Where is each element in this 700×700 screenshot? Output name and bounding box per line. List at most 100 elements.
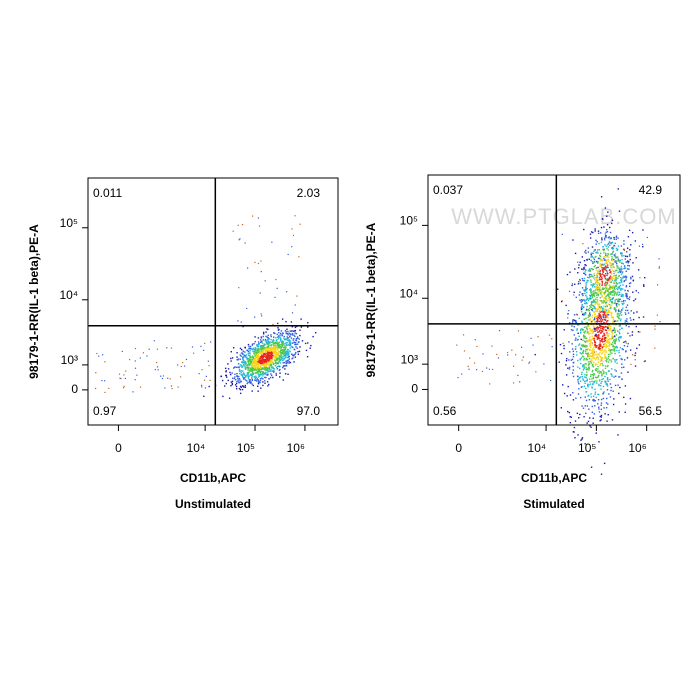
event-dot: [250, 360, 252, 362]
event-dot: [601, 237, 603, 239]
event-dot: [569, 422, 572, 424]
event-dot: [628, 298, 631, 301]
event-dot: [286, 350, 289, 353]
event-dot: [606, 274, 608, 277]
event-dot: [566, 357, 568, 360]
event-dot: [628, 296, 631, 298]
event-dot: [580, 348, 582, 351]
event-dot: [601, 346, 604, 349]
event-dot: [589, 425, 591, 427]
event-dot: [624, 266, 626, 268]
event-dot: [601, 281, 604, 283]
event-dot: [599, 314, 601, 317]
event-dot: [580, 331, 582, 334]
event-dot: [461, 373, 463, 375]
event-dot: [280, 337, 282, 340]
event-dot: [605, 344, 607, 346]
event-dot: [639, 331, 641, 333]
event-dot: [118, 373, 121, 375]
event-dot: [582, 349, 585, 352]
event-dot: [248, 359, 251, 361]
event-dot: [615, 279, 617, 281]
event-dot: [295, 332, 298, 335]
event-dot: [589, 306, 592, 308]
y-tick-label: 10³: [401, 352, 418, 366]
event-dot: [608, 276, 611, 279]
event-dot: [595, 278, 597, 280]
event-dot: [604, 275, 606, 277]
event-dot: [585, 294, 587, 297]
event-dot: [276, 358, 279, 360]
event-dot: [603, 276, 606, 278]
event-dot: [262, 357, 264, 360]
event-dot: [615, 294, 618, 296]
event-dot: [586, 332, 589, 334]
event-dot: [618, 304, 620, 306]
event-dot: [287, 359, 289, 361]
event-dot: [600, 416, 603, 418]
event-dot: [607, 266, 609, 269]
event-dot: [550, 379, 552, 382]
event-dot: [233, 377, 236, 380]
event-dot: [290, 337, 293, 339]
event-dot: [585, 366, 587, 369]
event-dot: [279, 355, 281, 357]
event-dot: [200, 345, 202, 347]
event-dot: [251, 376, 253, 378]
event-dot: [620, 273, 623, 276]
event-dot: [610, 292, 612, 295]
event-dot: [625, 320, 627, 322]
event-dot: [267, 339, 269, 341]
event-dot: [622, 299, 625, 302]
event-dot: [604, 254, 607, 256]
event-dot: [615, 276, 617, 279]
event-dot: [610, 316, 613, 319]
event-dot: [591, 301, 593, 304]
event-dot: [248, 360, 250, 363]
event-dot: [608, 303, 610, 305]
event-dot: [596, 275, 599, 277]
event-dot: [607, 357, 609, 359]
event-dot: [260, 336, 263, 338]
event-dot: [257, 368, 259, 370]
event-dot: [615, 338, 617, 340]
event-dot: [595, 333, 597, 336]
event-dot: [591, 332, 593, 335]
event-dot: [271, 352, 273, 354]
event-dot: [608, 350, 610, 352]
event-dot: [604, 299, 606, 302]
event-dot: [595, 308, 597, 311]
event-dot: [589, 383, 592, 385]
event-dot: [270, 360, 272, 362]
event-dot: [282, 362, 285, 364]
event-dot: [625, 294, 627, 296]
event-dot: [612, 250, 615, 253]
event-dot: [238, 368, 241, 371]
event-dot: [568, 411, 571, 414]
event-dot: [265, 340, 268, 343]
event-dot: [599, 255, 602, 258]
event-dot: [642, 229, 644, 231]
event-dot: [589, 378, 591, 380]
event-dot: [584, 396, 587, 398]
event-dot: [616, 248, 619, 250]
event-dot: [270, 368, 272, 371]
event-dot: [587, 347, 589, 350]
event-dot: [571, 284, 573, 287]
event-dot: [261, 371, 264, 373]
event-dot: [272, 323, 274, 325]
event-dot: [581, 376, 584, 378]
event-dot: [604, 272, 607, 275]
event-dot: [581, 320, 583, 323]
event-dot: [617, 434, 619, 436]
event-dot: [607, 353, 610, 356]
event-dot: [583, 367, 585, 370]
event-dot: [238, 387, 241, 390]
event-dot: [610, 287, 612, 289]
event-dot: [613, 259, 615, 261]
event-dot: [252, 359, 255, 362]
event-dot: [267, 340, 270, 343]
event-dot: [610, 291, 612, 293]
event-dot: [237, 377, 239, 380]
event-dot: [627, 264, 629, 267]
